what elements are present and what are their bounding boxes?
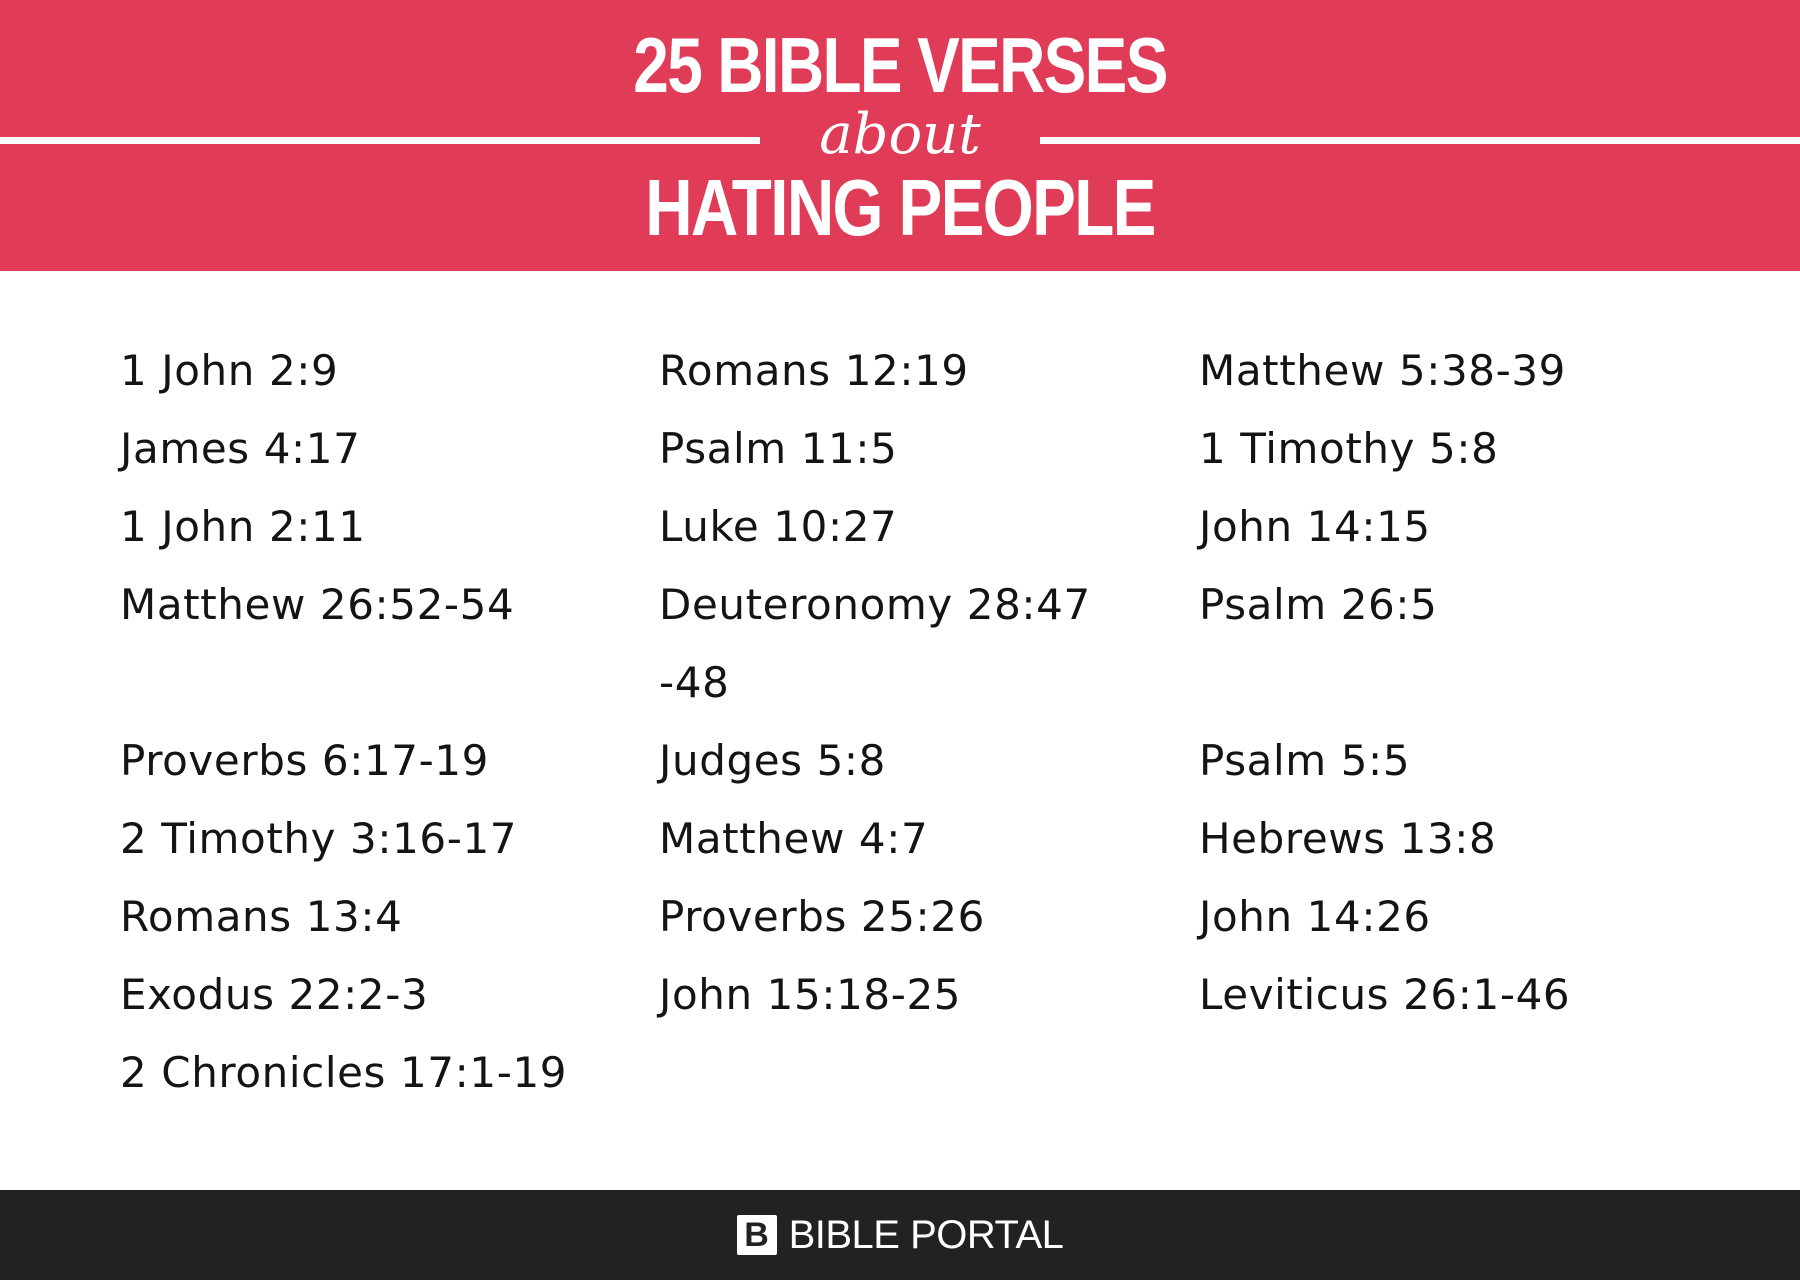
bible-portal-logo-icon: B bbox=[736, 1215, 777, 1255]
brand-name: BIBLE PORTAL bbox=[788, 1213, 1064, 1257]
row-spacer bbox=[1199, 644, 1659, 722]
verse-reference: Judges 5:8 bbox=[659, 736, 886, 785]
verse-reference: Luke 10:27 bbox=[659, 502, 898, 551]
verse-reference: Romans 13:4 bbox=[120, 892, 403, 941]
verse-reference: Psalm 5:5 bbox=[1199, 736, 1411, 785]
verse-reference: Psalm 11:5 bbox=[659, 424, 898, 473]
verse-reference: Deuteronomy 28:47-48 bbox=[659, 580, 1091, 707]
header-banner: 25 BIBLE VERSES about HATING PEOPLE bbox=[0, 0, 1800, 271]
verse-reference: Romans 12:19 bbox=[659, 346, 969, 395]
verse-reference: 1 John 2:11 bbox=[120, 502, 366, 551]
verse-reference: Proverbs 25:26 bbox=[659, 892, 985, 941]
verse-reference: John 15:18-25 bbox=[659, 970, 962, 1019]
title-line-1: 25 BIBLE VERSES bbox=[633, 21, 1168, 109]
verse-column-2: Romans 12:19 Psalm 11:5 Luke 10:27 Deute… bbox=[659, 332, 1099, 1034]
verse-reference: 1 Timothy 5:8 bbox=[1199, 424, 1499, 473]
verse-reference: Hebrews 13:8 bbox=[1199, 814, 1497, 863]
verse-reference: Psalm 26:5 bbox=[1199, 580, 1438, 629]
divider-line-left bbox=[0, 137, 760, 144]
verse-reference: Matthew 26:52-54 bbox=[120, 580, 515, 629]
row-spacer bbox=[120, 644, 580, 722]
verse-reference: Exodus 22:2-3 bbox=[120, 970, 429, 1019]
divider-line-right bbox=[1040, 137, 1800, 144]
verse-reference: 1 John 2:9 bbox=[120, 346, 339, 395]
brand-logo[interactable]: B BIBLE PORTAL bbox=[0, 1190, 1800, 1280]
title-line-2: HATING PEOPLE bbox=[645, 163, 1156, 252]
footer-bar: B BIBLE PORTAL bbox=[0, 1190, 1800, 1280]
verse-reference: John 14:26 bbox=[1199, 892, 1431, 941]
verse-columns: 1 John 2:9 James 4:17 1 John 2:11 Matthe… bbox=[120, 332, 1659, 1112]
verse-column-3: Matthew 5:38-39 1 Timothy 5:8 John 14:15… bbox=[1199, 332, 1659, 1034]
verse-column-1: 1 John 2:9 James 4:17 1 John 2:11 Matthe… bbox=[120, 332, 580, 1112]
verse-reference: Proverbs 6:17-19 bbox=[120, 736, 489, 785]
verse-reference: John 14:15 bbox=[1199, 502, 1431, 551]
title-about: about bbox=[819, 102, 981, 167]
verse-reference: 2 Timothy 3:16-17 bbox=[120, 814, 518, 863]
verse-reference: Matthew 4:7 bbox=[659, 814, 929, 863]
verse-reference: James 4:17 bbox=[120, 424, 361, 473]
verse-reference: 2 Chronicles 17:1-19 bbox=[120, 1048, 568, 1097]
verse-reference: Leviticus 26:1-46 bbox=[1199, 970, 1571, 1019]
verse-reference: Matthew 5:38-39 bbox=[1199, 346, 1566, 395]
